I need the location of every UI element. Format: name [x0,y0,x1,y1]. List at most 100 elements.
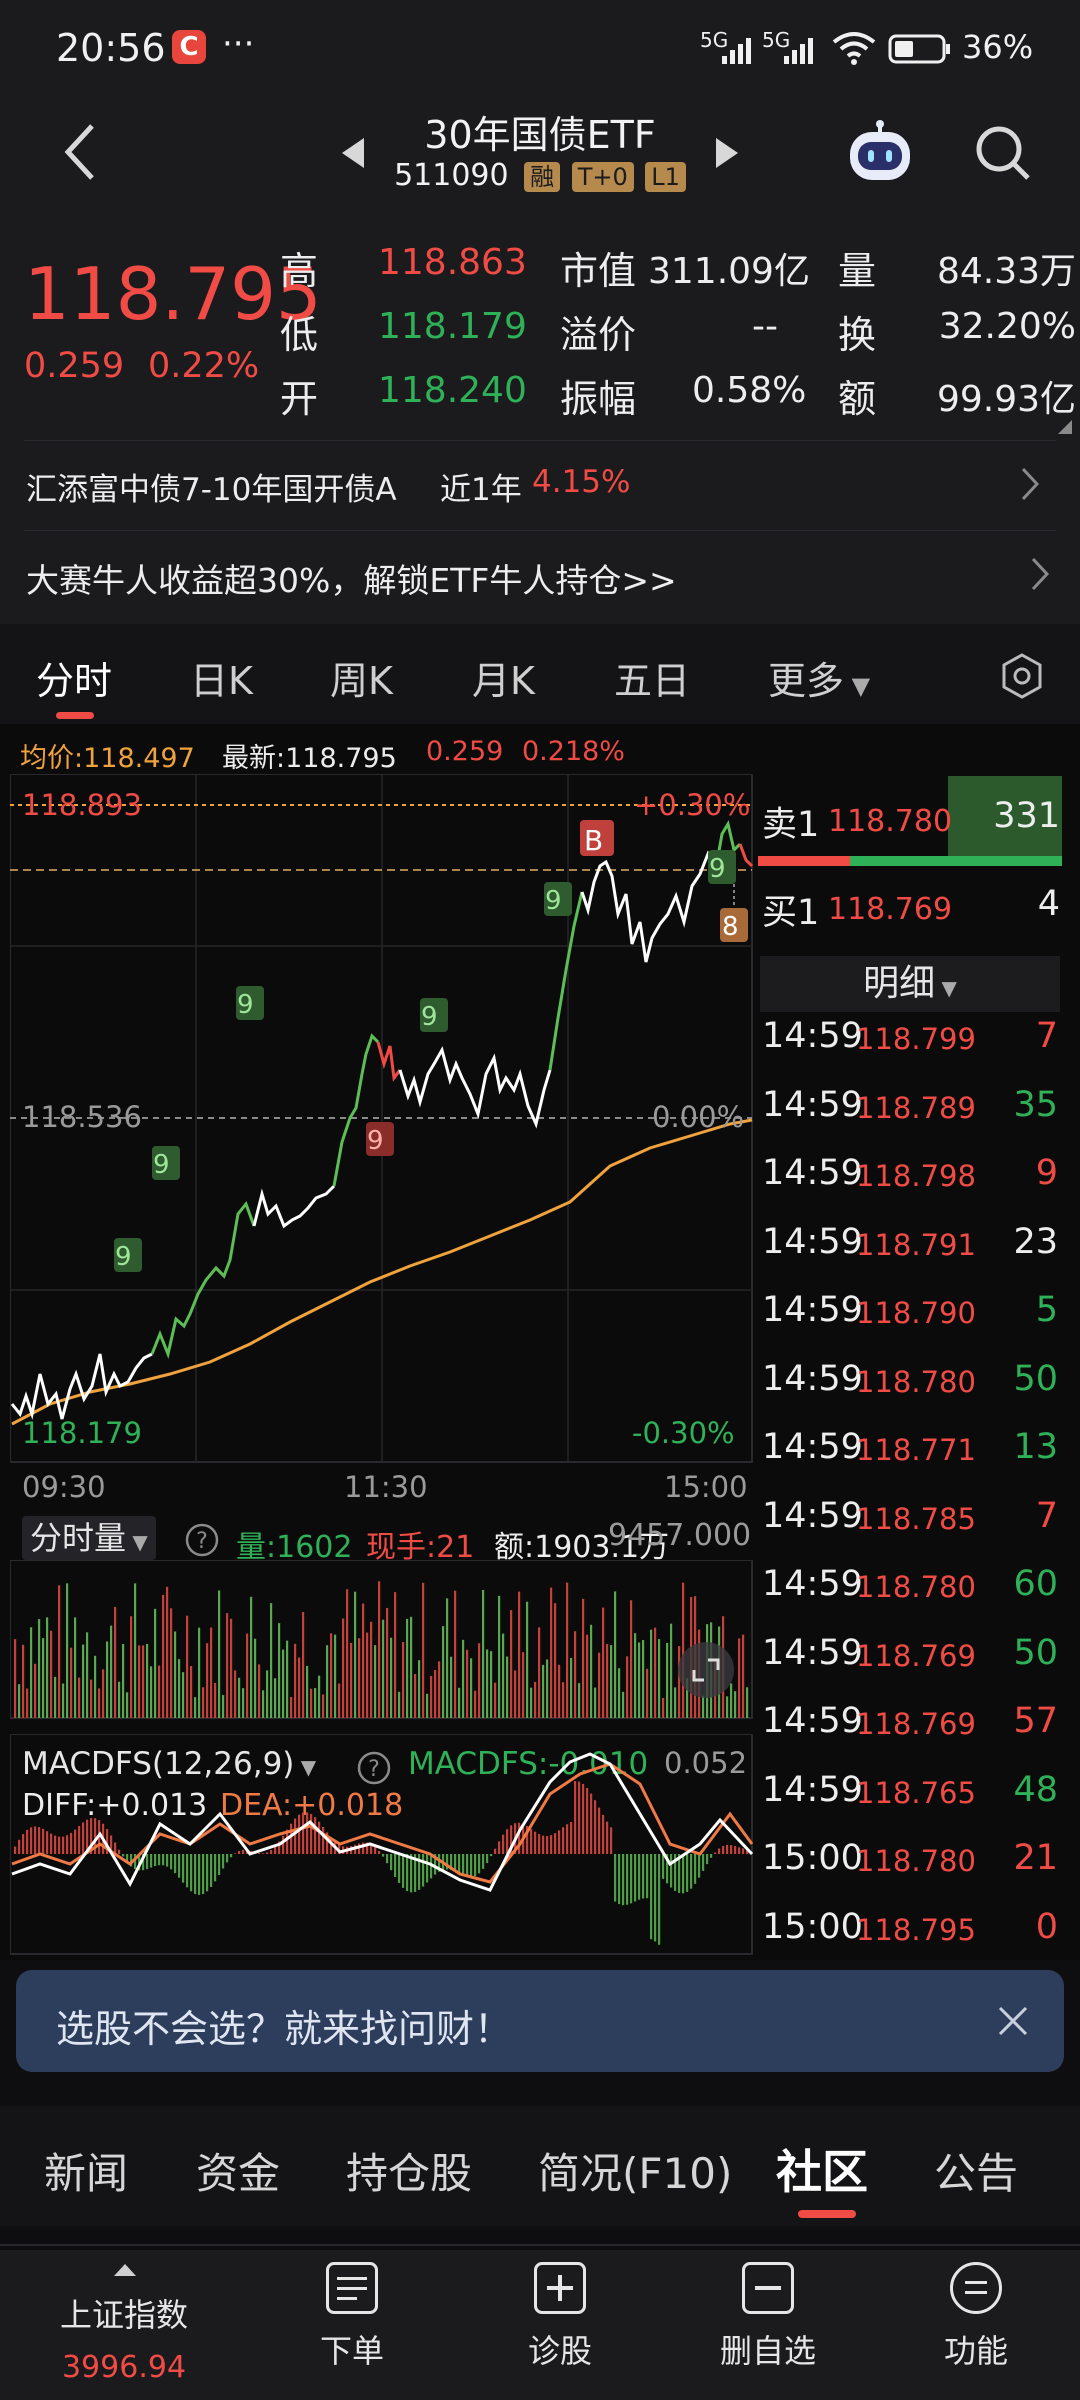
macd-histogram-bar [206,1854,209,1892]
index-ticker[interactable]: 上证指数 3996.94 [34,2290,214,2385]
nav-functions[interactable]: 功能 [896,2262,1056,2372]
tick-row: 14:59 118.780 60 [758,1564,1060,1620]
macd-histogram-bar [506,1829,509,1854]
macd-histogram-bar [194,1854,197,1894]
linked-fund-row[interactable]: 汇添富中债7-10年国开债A 近1年 4.15% [0,442,1080,526]
volume-bar [326,1645,329,1718]
tab-community[interactable]: 社区 [776,2145,868,2199]
tab-intraday[interactable]: 分时 [36,659,113,703]
fund-return: 4.15% [532,464,631,500]
macd-histogram-bar [362,1842,365,1854]
tab-five-day[interactable]: 五日 [614,659,691,703]
volume-indicator-select[interactable]: 分时量 ▼ [22,1516,156,1560]
macd-histogram-bar [118,1849,121,1854]
tick-row: 14:59 118.771 13 [758,1427,1060,1483]
macd-histogram-bar [694,1854,697,1884]
expand-corner-icon[interactable] [1058,420,1072,434]
nav-remove-watchlist[interactable]: 删自选 [688,2262,848,2372]
tick-volume: 50 [1013,1358,1058,1399]
detail-header-label: 明细 [863,963,936,1004]
stock-header: 30年国债ETF 511090 融 T+0 L1 [0,100,1080,216]
volume-bar [66,1583,69,1718]
expand-up-icon[interactable] [112,2262,138,2278]
tab-weekly-k[interactable]: 周K [330,659,393,703]
help-icon[interactable]: ? [356,1750,392,1786]
macd-indicator-select[interactable]: MACDFS(12,26,9) ▼ [22,1746,316,1782]
macd-histogram-bar [602,1814,605,1854]
tab-f10-profile[interactable]: 简况(F10) [538,2149,733,2198]
volume-bar [742,1634,745,1718]
close-icon[interactable] [996,2004,1030,2038]
nav-place-order[interactable]: 下单 [272,2262,432,2372]
nav-diagnose[interactable]: 诊股 [480,2262,640,2372]
macd-histogram-bar [266,1852,269,1854]
tick-row: 14:59 118.769 50 [758,1633,1060,1689]
volume-bar [478,1643,481,1718]
macd-histogram-bar [14,1846,17,1854]
macd-axis-max: 0.052 [664,1746,748,1780]
back-arrow-icon[interactable] [60,122,100,182]
help-icon[interactable]: ? [184,1522,220,1558]
volume-bar [418,1660,421,1718]
volume-bar [342,1618,345,1718]
macd-histogram-bar [182,1854,185,1883]
volume-bar [194,1697,197,1718]
volume-bar [54,1676,57,1718]
macd-histogram-bar [610,1827,613,1854]
tick-volume: 5 [1035,1290,1058,1330]
volume-bar [394,1592,397,1718]
volume-bar [26,1688,29,1718]
volume-bar [286,1640,289,1718]
time-axis-mid: 11:30 [344,1470,428,1504]
battery-icon [888,34,950,64]
tab-more[interactable]: 更多 ▼ [768,650,870,705]
tab-news[interactable]: 新闻 [44,2149,129,2198]
search-icon[interactable] [974,124,1032,182]
tab-daily-k[interactable]: 日K [190,659,253,703]
volume-bar [438,1661,441,1718]
ad-banner-text: 选股不会选？就来找问财！ [56,2007,513,2051]
market-cap-label: 市值 [560,249,637,293]
tab-announcements[interactable]: 公告 [934,2149,1019,2198]
ad-banner[interactable]: 选股不会选？就来找问财！ [16,1970,1064,2072]
detail-dropdown[interactable]: 明细 ▼ [760,956,1060,1012]
sell1-volume: 331 [993,796,1060,836]
macd-histogram-bar [310,1813,313,1854]
volume-bar [514,1670,517,1718]
macd-histogram-bar [634,1854,637,1902]
macd-histogram-bar [590,1793,593,1854]
volume-bar [530,1687,533,1718]
chart-settings-icon[interactable] [998,652,1046,700]
volume-bar [242,1688,245,1718]
macd-histogram-bar [434,1854,437,1875]
macd-histogram-bar [214,1854,217,1882]
macd-histogram-bar [226,1854,229,1863]
macd-histogram-bar [318,1821,321,1854]
signal-icon-1 [722,38,751,64]
more-notifications-icon: ··· [222,24,255,64]
volume-bars-chart [10,1560,753,1719]
promo-row[interactable]: 大赛牛人收益超30%，解锁ETF牛人持仓>> [0,532,1080,616]
volume-bar [662,1697,665,1718]
volume-bar [270,1603,273,1718]
next-stock-icon[interactable] [714,136,740,170]
ai-assistant-robot-icon[interactable] [846,120,914,186]
tick-price: 118.765 [856,1775,976,1810]
tick-time: 14:59 [762,1427,863,1467]
prev-stock-icon[interactable] [340,136,366,170]
intraday-price-chart[interactable] [10,774,754,1464]
tab-holdings[interactable]: 持仓股 [346,2149,473,2198]
macd-histogram-bar [534,1831,537,1854]
tab-capital-flow[interactable]: 资金 [196,2149,281,2198]
volume-bar [434,1670,437,1718]
fullscreen-icon[interactable] [676,1640,736,1700]
tab-monthly-k[interactable]: 月K [472,659,535,703]
tick-time: 14:59 [762,1358,863,1399]
macd-histogram-bar [586,1787,589,1854]
tick-volume: 35 [1013,1084,1058,1125]
macd-histogram-bar [126,1854,129,1863]
wifi-icon [832,32,876,65]
volume-bar [498,1595,501,1718]
volume-bar [562,1682,565,1718]
volume-bar [78,1677,81,1718]
